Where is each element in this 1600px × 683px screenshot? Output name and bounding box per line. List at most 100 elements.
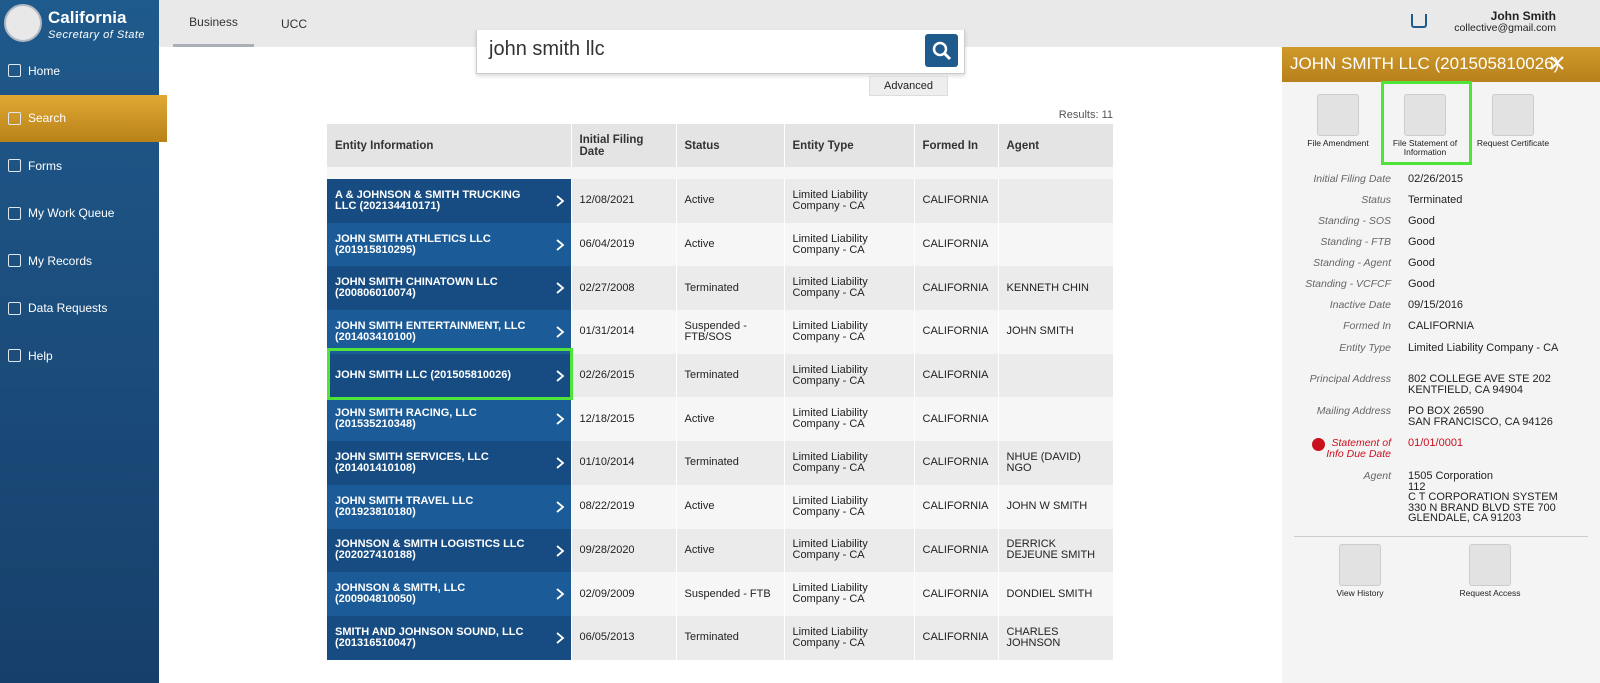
result-row[interactable]: JOHN SMITH CHINATOWN LLC (200806010074) 0… xyxy=(327,266,1114,311)
result-row[interactable]: SMITH AND JOHNSON SOUND, LLC (2013165100… xyxy=(327,615,1114,660)
column-header[interactable]: Agent xyxy=(998,124,1114,167)
nav-item[interactable]: Help xyxy=(0,332,159,379)
entity-cell[interactable]: JOHN SMITH CHINATOWN LLC (200806010074) xyxy=(327,266,572,311)
cell: Active xyxy=(676,397,785,442)
cell: NHUE (DAVID) NGO xyxy=(998,441,1114,485)
detail-value: Terminated xyxy=(1408,195,1593,206)
cart-icon[interactable] xyxy=(1411,14,1427,28)
detail-line: SAN FRANCISCO, CA 94126 xyxy=(1408,415,1553,428)
user-name: John Smith xyxy=(1490,9,1556,23)
panel-action[interactable]: File Statement of Information xyxy=(1385,94,1465,157)
column-header[interactable]: Entity Information xyxy=(327,124,572,167)
highlight xyxy=(1381,81,1472,165)
action-label: File Statement of Information xyxy=(1392,138,1458,157)
highlight xyxy=(327,348,573,400)
close-icon[interactable] xyxy=(1548,54,1566,72)
nav-icon xyxy=(8,254,21,267)
result-row[interactable]: JOHN SMITH SERVICES, LLC (201401410108) 0… xyxy=(327,441,1114,485)
panel-bottom-action[interactable]: Request Access xyxy=(1450,544,1530,598)
chevron xyxy=(555,457,564,469)
detail-label: Inactive Date xyxy=(1329,299,1391,311)
result-row[interactable]: JOHN SMITH ENTERTAINMENT, LLC (201403410… xyxy=(327,310,1114,354)
detail-line: Good xyxy=(1408,278,1435,290)
entity-cell[interactable]: JOHN SMITH ENTERTAINMENT, LLC (201403410… xyxy=(327,310,572,354)
search-input[interactable]: john smith llc xyxy=(476,30,965,74)
detail-label: Agent xyxy=(1363,470,1391,482)
advanced-button[interactable]: Advanced xyxy=(869,76,948,96)
nav-icon xyxy=(8,111,21,125)
close-x xyxy=(1550,56,1564,70)
detail-line: PO BOX 26590 xyxy=(1408,405,1484,417)
entity-cell[interactable]: JOHN SMITH TRAVEL LLC (201923810180) xyxy=(327,484,572,529)
cell: Limited Liability Company - CA xyxy=(784,484,915,529)
chevron xyxy=(555,501,564,513)
cell: Limited Liability Company - CA xyxy=(784,310,915,354)
nav-label: Help xyxy=(28,348,53,363)
nav-item[interactable]: Forms xyxy=(0,142,159,189)
cell: Limited Liability Company - CA xyxy=(784,179,915,223)
cell: DERRICK DEJEUNE SMITH xyxy=(998,528,1114,573)
detail-label: Principal Address xyxy=(1309,373,1391,385)
entity-cell[interactable]: JOHN SMITH LLC (201505810026) xyxy=(327,353,572,398)
panel-bottom-action[interactable]: View History xyxy=(1320,544,1400,598)
detail-line: 01/01/0001 xyxy=(1408,437,1464,449)
cell: Limited Liability Company - CA xyxy=(784,397,915,442)
nav-item[interactable]: My Work Queue xyxy=(0,190,159,237)
chevron xyxy=(555,370,564,382)
column-header[interactable]: Entity Type xyxy=(784,124,915,167)
result-row[interactable]: JOHNSON & SMITH LOGISTICS LLC (202027410… xyxy=(327,528,1114,573)
table-body: A & JOHNSON & SMITH TRUCKING LLC (202134… xyxy=(327,167,1114,660)
entity-cell[interactable]: JOHNSON & SMITH LOGISTICS LLC (202027410… xyxy=(327,528,572,573)
nav-item[interactable]: Home xyxy=(0,47,159,94)
detail-value: 02/26/2015 xyxy=(1408,174,1593,185)
tab[interactable]: UCC xyxy=(281,16,307,31)
panel-title: JOHN SMITH LLC (201505810026) xyxy=(1282,47,1600,82)
cell: CALIFORNIA xyxy=(914,266,999,311)
column-header[interactable]: Initial Filing Date xyxy=(571,124,677,167)
brand-subtitle: Secretary of State xyxy=(48,29,146,41)
nav-icon xyxy=(8,64,21,77)
results-table: Entity Information Initial Filing Date Sta… xyxy=(327,124,1114,660)
cell: CALIFORNIA xyxy=(914,615,999,660)
column-header[interactable]: Status xyxy=(676,124,785,167)
panel-action[interactable]: Request Certificate xyxy=(1473,94,1553,148)
cell: Suspended - FTB xyxy=(676,572,785,616)
action-label: File Amendment xyxy=(1307,138,1369,148)
detail-value: CALIFORNIA xyxy=(1408,321,1593,332)
nav-item[interactable]: Data Requests xyxy=(0,285,159,332)
entity-cell[interactable]: SMITH AND JOHNSON SOUND, LLC (2013165100… xyxy=(327,615,572,660)
action-icon xyxy=(1339,544,1381,586)
separator xyxy=(1294,536,1588,537)
detail-value: Limited Liability Company - CA xyxy=(1408,343,1593,354)
entity-cell[interactable]: A & JOHNSON & SMITH TRUCKING LLC (202134… xyxy=(327,179,572,223)
result-row[interactable]: JOHNSON & SMITH, LLC (200904810050) 02/09… xyxy=(327,572,1114,616)
nav-item[interactable]: My Records xyxy=(0,237,159,284)
detail-line: 09/15/2016 xyxy=(1408,299,1464,311)
cell: CALIFORNIA xyxy=(914,572,999,616)
entity-cell[interactable]: JOHN SMITH RACING, LLC (201535210348) xyxy=(327,397,572,442)
detail-value: PO BOX 26590 SAN FRANCISCO, CA 94126 xyxy=(1408,406,1593,427)
chevron xyxy=(555,632,564,644)
column-header[interactable]: Formed In xyxy=(914,124,999,167)
action-label: View History xyxy=(1336,588,1384,598)
cell: 01/10/2014 xyxy=(571,441,677,485)
tab[interactable]: Business xyxy=(173,0,254,47)
entity-cell[interactable]: JOHN SMITH SERVICES, LLC (201401410108) xyxy=(327,441,572,485)
nav-item[interactable]: Search xyxy=(0,94,167,142)
search-icon xyxy=(932,41,952,61)
detail-line: CALIFORNIA xyxy=(1408,320,1475,332)
result-row[interactable]: JOHN SMITH TRAVEL LLC (201923810180) 08/2… xyxy=(327,484,1114,529)
cell: 01/31/2014 xyxy=(571,310,677,354)
nav-label: Forms xyxy=(28,158,62,173)
entity-cell[interactable]: JOHNSON & SMITH, LLC (200904810050) xyxy=(327,572,572,616)
search-button[interactable] xyxy=(925,34,958,67)
result-row[interactable]: JOHN SMITH LLC (201505810026) 02/26/2015 T… xyxy=(327,353,1114,398)
entity-cell[interactable]: JOHN SMITH ATHLETICS LLC (201915810295) xyxy=(327,222,572,267)
result-row[interactable]: A & JOHNSON & SMITH TRUCKING LLC (202134… xyxy=(327,179,1114,223)
result-row[interactable]: JOHN SMITH RACING, LLC (201535210348) 12/… xyxy=(327,397,1114,442)
result-row[interactable]: JOHN SMITH ATHLETICS LLC (201915810295) 0… xyxy=(327,222,1114,267)
chevron xyxy=(555,544,564,557)
panel-action[interactable]: File Amendment xyxy=(1298,94,1378,148)
brand: California Secretary of State xyxy=(4,4,159,44)
cell: Active xyxy=(676,179,785,223)
